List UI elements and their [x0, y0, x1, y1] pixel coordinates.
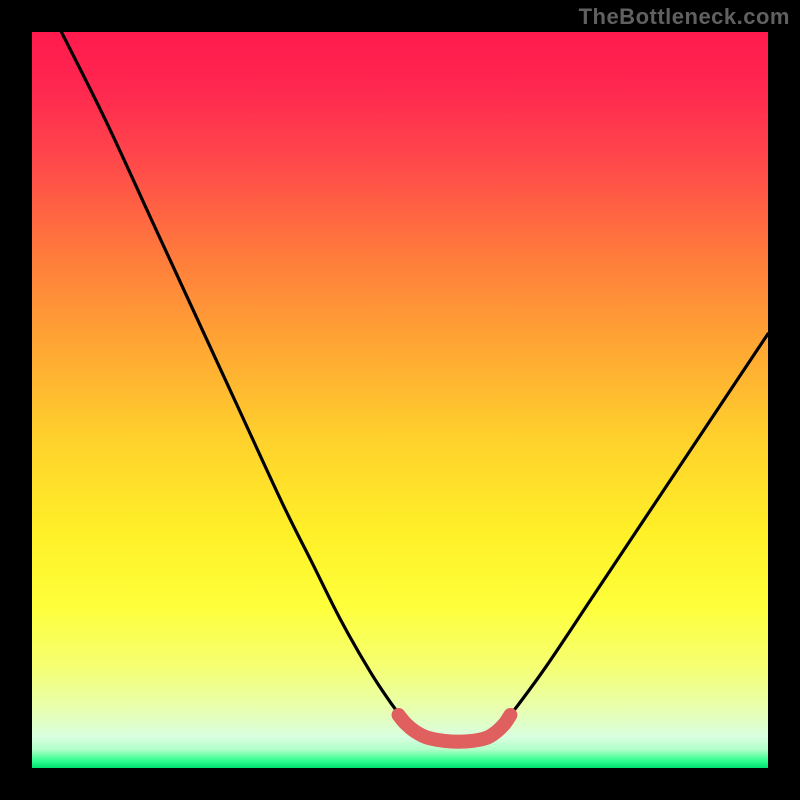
gradient-plot-svg [32, 32, 768, 768]
watermark-text: TheBottleneck.com [579, 4, 790, 30]
chart-container: TheBottleneck.com [0, 0, 800, 800]
plot-area [32, 32, 768, 768]
